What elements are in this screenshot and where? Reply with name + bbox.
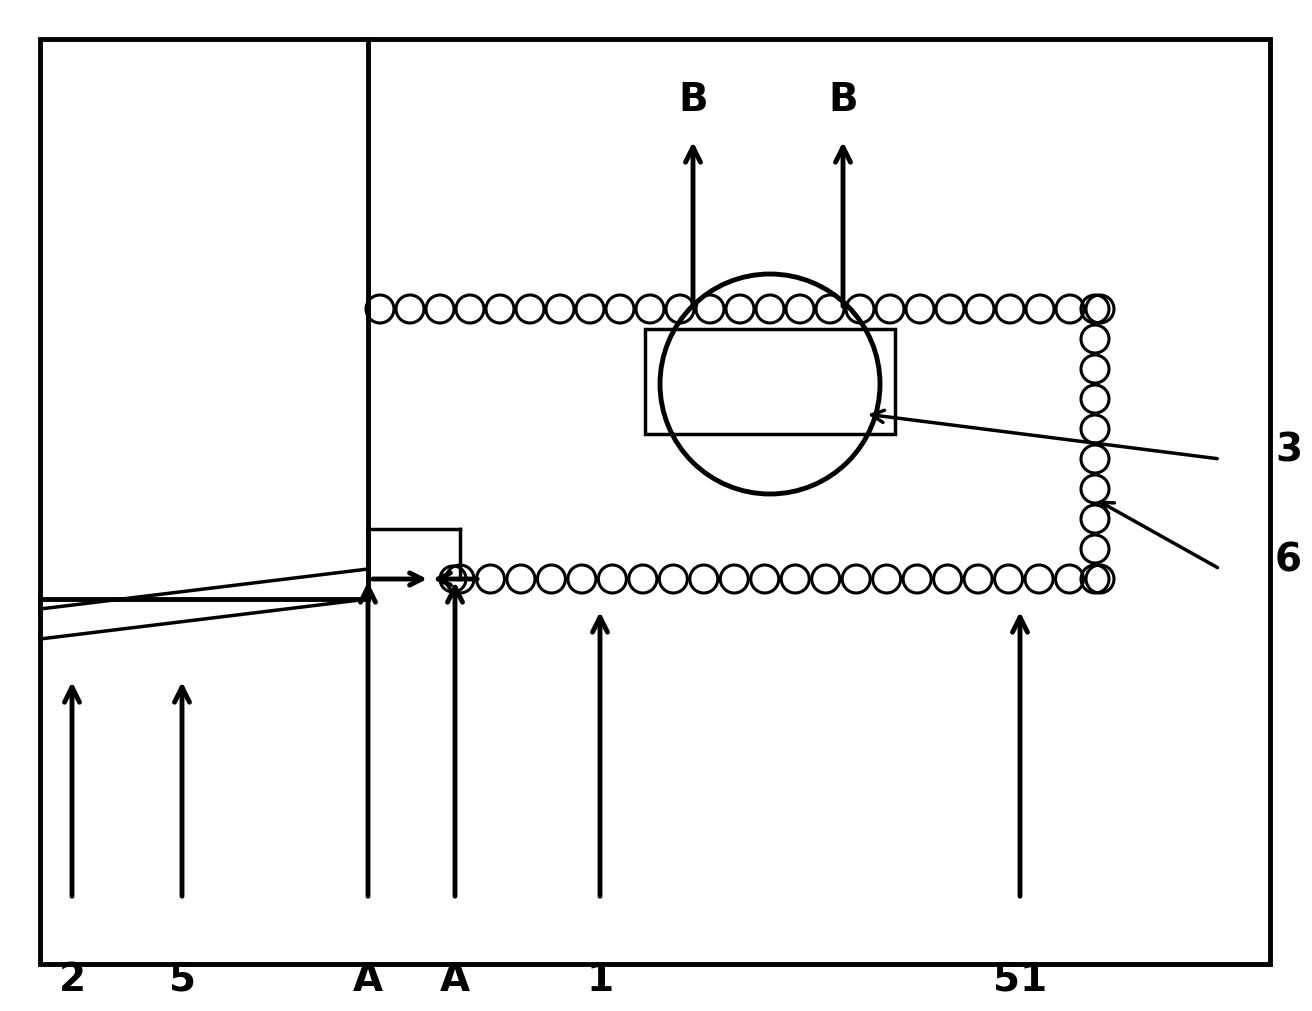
Text: 1: 1 (586, 960, 614, 998)
Text: B: B (828, 81, 858, 119)
Text: A: A (353, 960, 383, 998)
Text: 6: 6 (1275, 541, 1302, 578)
Text: B: B (678, 81, 707, 119)
Bar (646, 330, 895, 435)
Text: 51: 51 (993, 960, 1047, 998)
Text: 5: 5 (168, 960, 195, 998)
Text: 2: 2 (59, 960, 85, 998)
Text: 3: 3 (1275, 431, 1302, 468)
Text: A: A (440, 960, 470, 998)
